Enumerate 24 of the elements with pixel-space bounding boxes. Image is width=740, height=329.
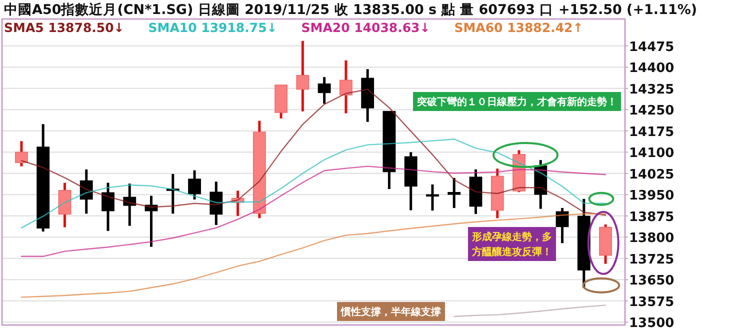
ytick: 14025 [629,167,674,182]
ytick: 13500 [629,316,674,329]
legend-item: SMA60 13882.42↑ [454,20,584,35]
ytick: 14475 [629,40,674,55]
ytick: 14175 [629,124,674,140]
annotation: 形成孕線走勢，多方醞釀進攻反彈！ [468,227,556,261]
annotation: 慣性支撐，半年線支撐 [337,302,445,321]
ytick: 13725 [629,252,674,268]
legend-item: SMA10 13918.75↓ [148,20,278,35]
annotation: 突破下彎的１０日線壓力，才會有新的走勢！ [416,96,617,108]
ytick: 13575 [629,294,674,310]
ytick: 14100 [629,146,674,162]
legend-item: SMA5 13878.50↓ [4,20,124,35]
legend-item: SMA20 14038.63↓ [301,20,430,35]
annotation: 突破下彎的１０日線壓力，才會有新的走勢！ [413,92,621,111]
ytick: 13800 [629,231,674,246]
title: 中國A50指數近月(CN*1.SG) 日線圖 2019/11/25 收 13835.00 s 點 量 607693 口 +152.50 (+1.11%) [4,2,698,18]
ytick: 13875 [629,210,674,225]
ytick: 13950 [629,188,674,204]
ytick: 13650 [629,274,674,289]
ytick: 14250 [629,104,674,119]
ytick: 14325 [629,82,674,98]
ytick: 14400 [629,61,674,76]
annotation: 慣性支撐，半年線支撐 [340,306,441,318]
